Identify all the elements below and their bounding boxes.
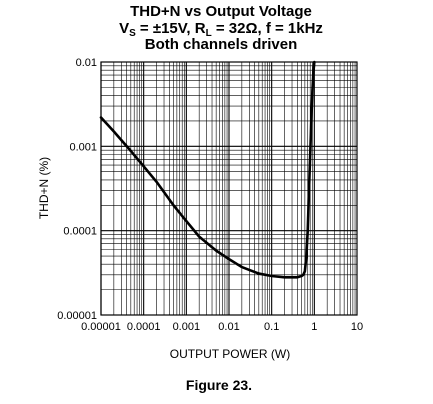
y-axis-label: THD+N (%) bbox=[37, 157, 51, 219]
y-tick-labels: 0.00001 0.0001 0.001 0.01 bbox=[57, 57, 97, 322]
x-tick-label: 0.001 bbox=[173, 321, 201, 333]
y-tick-label: 0.01 bbox=[76, 57, 97, 69]
x-tick-label: 1 bbox=[311, 321, 317, 333]
chart-title: THD+N vs Output Voltage bbox=[130, 3, 312, 20]
x-tick-label: 0.1 bbox=[264, 321, 279, 333]
x-tick-label: 0.01 bbox=[218, 321, 239, 333]
subtitle-mid: = ±15V, R bbox=[136, 20, 206, 37]
y-tick-label: 0.00001 bbox=[57, 310, 97, 322]
y-tick-label: 0.0001 bbox=[63, 226, 97, 238]
subtitle-rl-sub: L bbox=[206, 28, 212, 39]
x-axis-label: OUTPUT POWER (W) bbox=[170, 347, 290, 361]
plot-grid bbox=[100, 62, 357, 316]
y-tick-label: 0.001 bbox=[69, 141, 97, 153]
x-tick-labels: 0.00001 0.0001 0.001 0.01 0.1 1 10 bbox=[81, 321, 363, 333]
x-tick-label: 10 bbox=[351, 321, 363, 333]
subtitle-vs-sub: S bbox=[129, 28, 136, 39]
chart-subtitle-2: Both channels driven bbox=[145, 36, 298, 53]
subtitle-tail: = 32Ω, f = 1kHz bbox=[212, 20, 323, 37]
plot-frame bbox=[100, 61, 358, 316]
x-tick-label: 0.00001 bbox=[81, 321, 121, 333]
figure-caption: Figure 23. bbox=[186, 377, 252, 393]
x-tick-label: 0.0001 bbox=[127, 321, 161, 333]
subtitle-vs: V bbox=[119, 20, 129, 37]
thd-curve bbox=[99, 60, 316, 279]
chart-subtitle: VS = ±15V, RL = 32Ω, f = 1kHz bbox=[119, 20, 323, 39]
